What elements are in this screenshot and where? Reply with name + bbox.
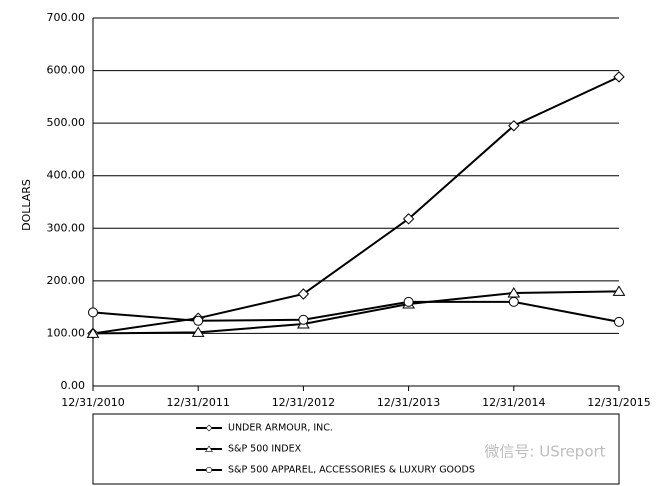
marker xyxy=(508,120,520,132)
marker xyxy=(614,316,624,327)
x-tick-label: 12/31/2010 xyxy=(61,396,124,409)
series-line xyxy=(92,300,620,323)
x-tick-label: 12/31/2014 xyxy=(482,396,545,409)
series-line xyxy=(92,290,620,335)
y-tick-label: 300.00 xyxy=(47,221,86,234)
marker xyxy=(86,327,100,338)
watermark: 微信号: USreport xyxy=(484,443,605,461)
marker xyxy=(193,315,204,326)
x-tick-label: 12/31/2012 xyxy=(272,396,335,409)
marker xyxy=(298,314,309,325)
y-tick-label: 600.00 xyxy=(47,64,86,77)
y-tick-label: 0.00 xyxy=(61,379,86,392)
y-axis-label: DOLLARS xyxy=(20,179,33,231)
y-tick-label: 200.00 xyxy=(47,274,86,287)
y-tick-label: 400.00 xyxy=(47,169,86,182)
y-tick-label: 100.00 xyxy=(47,326,86,339)
legend-label: UNDER ARMOUR, INC. xyxy=(228,423,333,434)
marker xyxy=(297,288,310,300)
marker xyxy=(88,307,98,318)
marker xyxy=(191,326,205,337)
x-tick-label: 12/31/2011 xyxy=(166,396,229,409)
marker xyxy=(403,296,414,307)
y-tick-label: 500.00 xyxy=(47,116,86,129)
legend-marker xyxy=(205,445,213,452)
legend-marker xyxy=(205,424,213,432)
marker xyxy=(508,296,519,307)
x-tick-label: 12/31/2015 xyxy=(587,396,650,409)
marker xyxy=(612,285,626,296)
series-line xyxy=(92,75,620,335)
y-tick-label: 700.00 xyxy=(47,11,86,24)
x-tick-label: 12/31/2013 xyxy=(377,396,440,409)
legend-marker xyxy=(206,467,213,474)
marker xyxy=(613,71,625,83)
marker xyxy=(402,213,415,225)
legend-box xyxy=(92,413,620,485)
legend-label: S&P 500 APPAREL, ACCESSORIES & LUXURY GO… xyxy=(228,465,475,476)
legend-label: S&P 500 INDEX xyxy=(228,444,302,455)
